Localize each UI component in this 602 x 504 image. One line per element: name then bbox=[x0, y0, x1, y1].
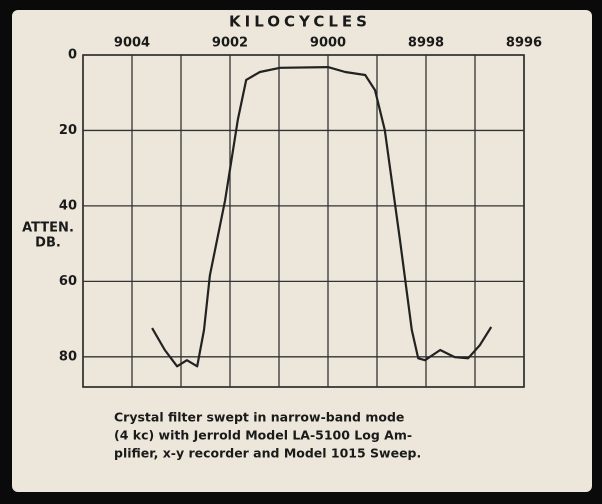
y-tick-label: 20 bbox=[59, 123, 77, 138]
y-axis-label: ATTEN. bbox=[22, 221, 74, 236]
x-tick-label: 9002 bbox=[212, 36, 248, 51]
x-tick-label: 9004 bbox=[114, 36, 150, 51]
y-tick-label: 0 bbox=[68, 48, 77, 63]
x-tick-label: 9000 bbox=[310, 36, 346, 51]
chart-title: KILOCYCLES bbox=[229, 13, 371, 31]
response-curve bbox=[151, 66, 493, 368]
x-tick-label: 8998 bbox=[408, 36, 444, 51]
y-tick-label: 60 bbox=[59, 274, 77, 289]
caption: (4 kc) with Jerrold Model LA-5100 Log Am… bbox=[114, 428, 412, 443]
x-tick-label: 8996 bbox=[506, 36, 542, 51]
y-axis-label: DB. bbox=[35, 236, 61, 251]
caption: plifier, x-y recorder and Model 1015 Swe… bbox=[114, 446, 421, 461]
y-tick-label: 80 bbox=[59, 349, 77, 364]
y-tick-label: 40 bbox=[59, 198, 77, 213]
caption: Crystal filter swept in narrow-band mode bbox=[114, 410, 404, 425]
